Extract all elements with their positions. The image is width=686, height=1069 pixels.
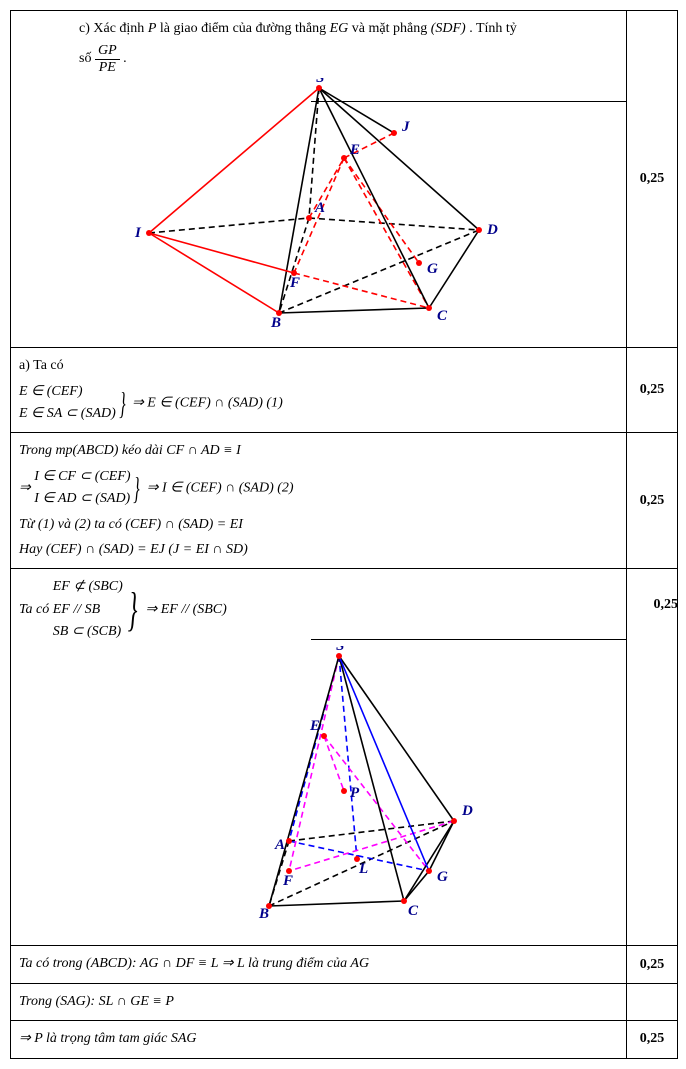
score-cell: 0,25 [627,348,677,432]
text: Ta có trong (ABCD): AG ∩ DF ≡ L ⇒ L là t… [19,953,618,975]
text: a) Ta có [19,355,618,377]
svg-text:B: B [258,906,269,922]
score-cell: 0,25 [627,433,677,568]
svg-text:S: S [316,78,324,86]
row-step-L: Ta có trong (ABCD): AG ∩ DF ≡ L ⇒ L là t… [11,946,677,983]
svg-text:P: P [350,785,360,801]
svg-text:L: L [358,861,368,877]
var-SDF: (SDF) [431,21,466,36]
text: c) Xác định [79,21,148,36]
text: và mặt phẳng [352,21,431,36]
svg-text:F: F [289,275,300,291]
row-step-b-figure2: Ta có EF ⊄ (SBC) EF // SB SB ⊂ (SCB) } ⇒… [11,569,677,946]
score-cell: 0,25 [627,1021,677,1057]
svg-text:D: D [461,803,473,819]
brace-line: E ∈ SA ⊂ (SAD) [19,403,116,425]
brace-line: I ∈ CF ⊂ (CEF) [34,466,130,488]
text: là giao điểm của đường thẳng [160,21,330,36]
row-step-P: Trong (SAG): SL ∩ GE ≡ P [11,984,677,1021]
fraction-GP-PE: GP PE [95,43,120,75]
svg-text:G: G [437,869,448,885]
conclusion: ⇒ I ∈ (CEF) ∩ (SAD) (2) [147,480,294,495]
brace-line: EF // SB [53,599,123,621]
svg-text:E: E [309,718,320,734]
svg-text:G: G [427,261,438,277]
score-cell: 0,25 [627,946,677,982]
svg-text:S: S [336,646,344,654]
var-EG: EG [330,21,349,36]
svg-text:F: F [282,873,293,889]
svg-text:C: C [408,903,419,919]
label: Ta có [19,602,53,617]
brace-line: E ∈ (CEF) [19,381,116,403]
text: ⇒ P là trọng tâm tam giác SAG [19,1028,618,1050]
row-step-a1: a) Ta có E ∈ (CEF) E ∈ SA ⊂ (SAD) } ⇒ E … [11,348,677,433]
score-inline: 0,25 [654,597,679,613]
conclusion: ⇒ E ∈ (CEF) ∩ (SAD) (1) [132,395,283,410]
svg-text:A: A [314,200,325,216]
svg-text:I: I [134,225,142,241]
svg-text:B: B [270,315,281,331]
svg-text:A: A [274,837,285,853]
row-step-a2: Trong mp(ABCD) kéo dài CF ∩ AD ≡ I ⇒ I ∈… [11,433,677,569]
svg-text:J: J [401,119,410,135]
brace-line: I ∈ AD ⊂ (SAD) [34,488,130,510]
text: Từ (1) và (2) ta có (CEF) ∩ (SAD) = EI [19,514,618,536]
svg-text:C: C [437,308,448,324]
solution-table: c) Xác định P là giao điểm của đường thẳ… [10,10,678,1059]
figure-1-pyramid: S I A D E J F G B C [119,78,519,338]
score-cell: 0,25 [627,11,677,347]
svg-text:E: E [349,142,360,158]
figure-2-pyramid: S A D E P F L G B C [139,646,499,936]
svg-text:D: D [486,222,498,238]
var-P: P [148,21,157,36]
row-conclusion: ⇒ P là trọng tâm tam giác SAG 0,25 [11,1021,677,1058]
ratio-label: số [79,52,95,67]
text: Trong mp(ABCD) kéo dài CF ∩ AD ≡ I [19,440,618,462]
text: . Tính tỷ [469,21,517,36]
brace-line: EF ⊄ (SBC) [53,576,123,598]
conclusion: ⇒ EF // (SBC) [145,602,226,617]
text: Trong (SAG): SL ∩ GE ≡ P [19,991,618,1013]
text: Hay (CEF) ∩ (SAD) = EJ (J = EI ∩ SD) [19,539,618,561]
row-c-figure1: c) Xác định P là giao điểm của đường thẳ… [11,11,677,348]
brace-line: SB ⊂ (SCB) [53,621,123,643]
